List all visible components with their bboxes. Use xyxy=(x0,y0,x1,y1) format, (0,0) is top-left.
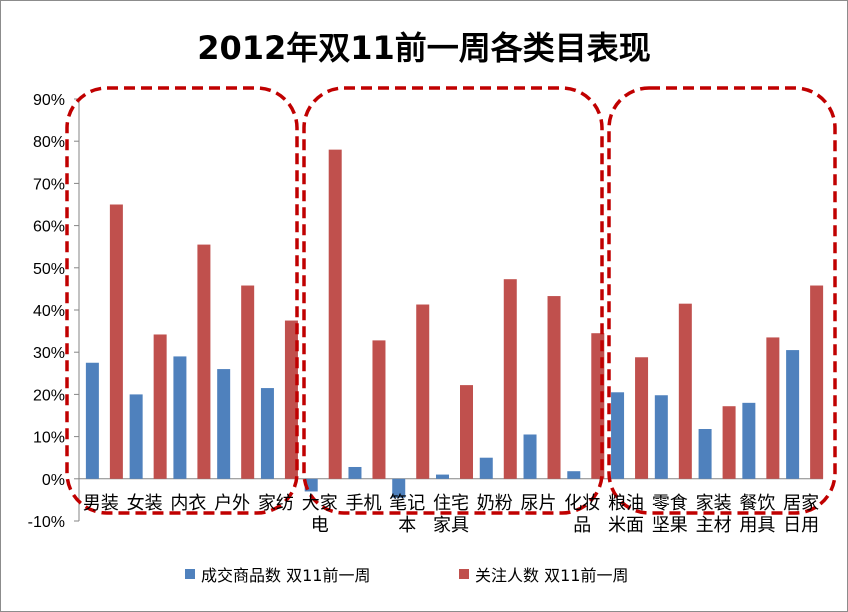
bar-deals-1 xyxy=(129,394,143,479)
category-label: 笔记 xyxy=(389,493,425,514)
bar-attention-5 xyxy=(328,149,342,479)
y-tick-label: 40% xyxy=(33,303,65,320)
chart-title: 2012年双11前一周各类目表现 xyxy=(197,29,651,67)
legend-label: 成交商品数 双11前一周 xyxy=(201,566,370,585)
bar-attention-6 xyxy=(372,340,386,479)
legend-swatch xyxy=(459,569,469,579)
bar-deals-4 xyxy=(260,388,274,479)
y-tick-label: 30% xyxy=(33,345,65,362)
bar-attention-15 xyxy=(766,337,780,479)
category-label: 家装 xyxy=(696,493,732,514)
category-label: 化妆 xyxy=(564,493,600,514)
y-tick-label: 10% xyxy=(33,430,65,447)
bar-deals-6 xyxy=(348,466,362,479)
y-tick-label: 20% xyxy=(33,387,65,404)
bar-deals-9 xyxy=(479,457,493,479)
category-label: 零食 xyxy=(652,493,688,514)
category-label: 户外 xyxy=(214,493,250,514)
category-label: 手机 xyxy=(345,493,381,514)
y-tick-label: -10% xyxy=(28,514,65,531)
bar-deals-7 xyxy=(392,478,406,498)
category-label: 日用 xyxy=(783,515,819,536)
y-tick-label: 80% xyxy=(33,134,65,151)
bar-attention-4 xyxy=(284,320,298,479)
category-label: 男装 xyxy=(83,493,119,514)
bar-deals-8 xyxy=(436,474,449,479)
bar-attention-1 xyxy=(153,334,167,479)
category-label: 家纺 xyxy=(258,493,294,514)
category-label: 坚果 xyxy=(652,515,688,536)
category-label: 用具 xyxy=(739,515,775,536)
bar-deals-15 xyxy=(742,402,756,479)
category-label: 主材 xyxy=(696,515,732,536)
category-label: 米面 xyxy=(608,515,644,536)
bar-attention-0 xyxy=(109,204,123,479)
y-tick-label: 60% xyxy=(33,219,65,236)
group-highlight-layer xyxy=(65,86,837,515)
category-label: 大家 xyxy=(302,493,338,514)
group-box-electronics-home xyxy=(302,86,604,515)
bars-layer xyxy=(85,149,824,498)
bar-attention-7 xyxy=(416,304,430,479)
bar-attention-11 xyxy=(591,333,605,479)
bar-deals-0 xyxy=(85,362,99,479)
category-label: 餐饮 xyxy=(739,493,775,514)
category-label: 家具 xyxy=(433,515,469,536)
category-label: 女装 xyxy=(127,493,163,514)
group-box-apparel xyxy=(65,86,299,515)
category-label: 本 xyxy=(398,515,416,536)
category-label: 粮油 xyxy=(608,493,644,514)
legend: 成交商品数 双11前一周 关注人数 双11前一周 xyxy=(185,566,628,585)
bar-deals-13 xyxy=(654,395,668,479)
bar-attention-12 xyxy=(635,357,649,479)
category-label: 品 xyxy=(573,515,591,536)
category-label: 住宅 xyxy=(433,493,469,514)
bar-attention-13 xyxy=(678,303,692,479)
legend-swatch xyxy=(185,569,195,579)
bar-deals-2 xyxy=(173,356,187,479)
category-label: 尿片 xyxy=(521,493,557,514)
bar-attention-3 xyxy=(241,285,255,479)
bar-deals-11 xyxy=(567,471,581,479)
bar-attention-9 xyxy=(503,279,517,479)
group-box-grocery-living xyxy=(607,86,837,515)
bar-deals-10 xyxy=(523,434,537,479)
category-label: 奶粉 xyxy=(477,493,513,514)
axis-layer: -10% 0% 10% 20% 30% 40% 50% 60% 70% 80% 90% xyxy=(28,92,823,531)
legend-label: 关注人数 双11前一周 xyxy=(475,566,628,585)
y-tick-label: 70% xyxy=(33,176,65,193)
bar-deals-16 xyxy=(786,350,800,479)
bar-attention-14 xyxy=(722,406,736,479)
bar-deals-3 xyxy=(217,369,231,479)
category-label: 居家 xyxy=(783,493,819,514)
category-label: 电 xyxy=(311,515,329,536)
bar-attention-16 xyxy=(810,285,824,479)
y-tick-label: 50% xyxy=(33,261,65,278)
category-label: 内衣 xyxy=(170,493,206,514)
bar-attention-10 xyxy=(547,296,561,479)
y-tick-label: 90% xyxy=(33,92,65,109)
bar-attention-2 xyxy=(197,244,211,479)
bar-deals-14 xyxy=(698,429,712,479)
bar-attention-8 xyxy=(460,385,473,479)
bar-deals-12 xyxy=(611,392,625,479)
y-tick-label: 0% xyxy=(42,472,65,489)
